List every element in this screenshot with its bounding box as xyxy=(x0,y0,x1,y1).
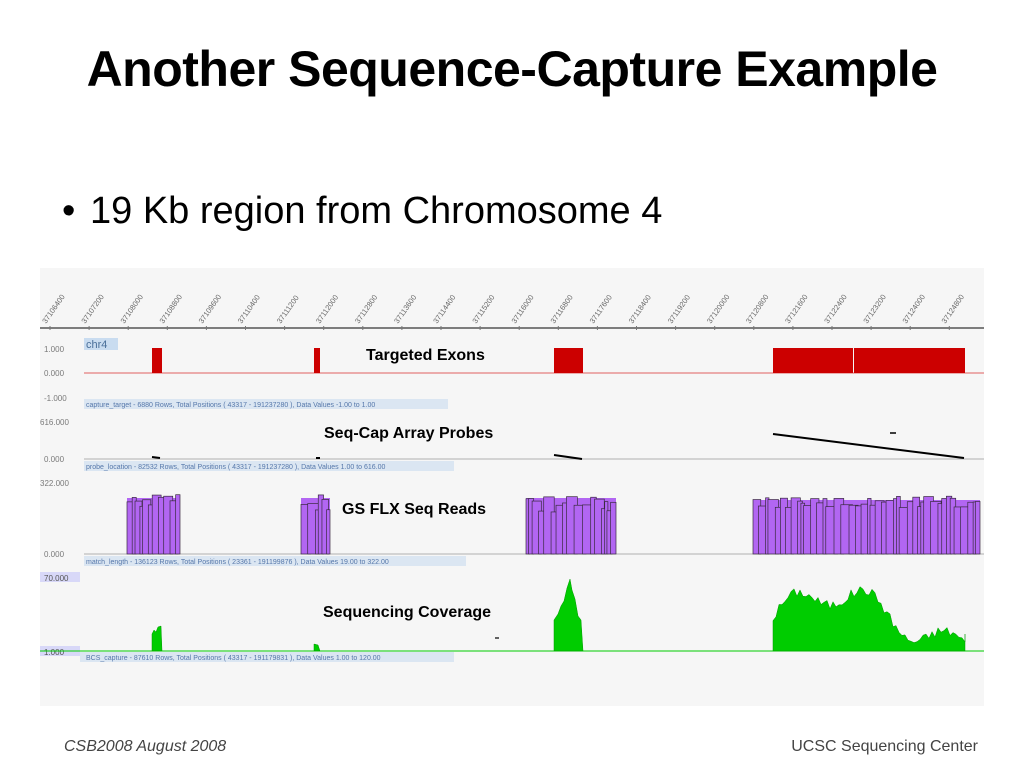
chrom-label: chr4 xyxy=(86,339,107,351)
ruler-tick-label: 37121600 xyxy=(783,293,810,326)
probe-mark xyxy=(553,454,583,460)
track-gs-flx-reads: 322.000 0.000 xyxy=(40,479,984,559)
track-label-probes: Seq-Cap Array Probes xyxy=(324,425,493,442)
ruler-tick-label: 37112800 xyxy=(353,293,379,325)
ruler-tick-label: 37110400 xyxy=(236,293,262,325)
bullet-dot-icon: • xyxy=(62,190,76,232)
coverage-info: BCS_capture - 87610 Rows, Total Position… xyxy=(86,655,381,662)
ruler-tick-label: 37118400 xyxy=(627,293,653,325)
exons-ybottom: -1.000 xyxy=(44,394,67,403)
track-targeted-exons: chr4 1.000 0.000 -1.000 Targeted Exons c… xyxy=(44,338,984,409)
info-bar-bg xyxy=(80,652,454,662)
ruler-tick-label: 37109600 xyxy=(197,293,224,326)
slide-title: Another Sequence-Capture Example xyxy=(86,41,938,97)
exon-block xyxy=(773,348,853,373)
track-label-coverage: Sequencing Coverage xyxy=(323,604,491,621)
probes-info: probe_location - 82532 Rows, Total Posit… xyxy=(86,464,385,471)
probe-mark xyxy=(772,433,965,459)
ruler-tick-label: 37120800 xyxy=(744,293,771,326)
probe-mark xyxy=(151,456,161,459)
coverage-peak xyxy=(151,625,163,652)
coverage-ytop-bg xyxy=(40,572,80,582)
probes-ytop: 616.000 xyxy=(40,418,69,427)
ruler-tick-label: 37106400 xyxy=(40,293,67,326)
genome-tracks-figure: 37106400 37107200 37108000 37108800 37109600… xyxy=(40,293,984,662)
ruler-tick-label: 37111200 xyxy=(275,294,301,326)
ruler-tick-label: 37120000 xyxy=(705,293,732,326)
track-seqcap-probes: 616.000 0.000 Seq-Cap Array Probes probe… xyxy=(40,418,984,471)
reads-ybottom: 0.000 xyxy=(44,550,65,559)
exon-block xyxy=(854,348,965,373)
genome-browser-screenshot: 37106400 37107200 37108000 37108800 37109600… xyxy=(40,268,984,706)
ruler-tick-label: 37113600 xyxy=(392,293,418,325)
coverage-peak xyxy=(313,643,321,652)
bullet-text: 19 Kb region from Chromosome 4 xyxy=(90,190,663,232)
ruler-tick-label: 37108000 xyxy=(118,293,145,326)
reads-ytop: 322.000 xyxy=(40,479,69,488)
ruler-tick-label: 37116000 xyxy=(509,293,535,325)
ruler-tick-label: 37124800 xyxy=(940,293,967,326)
reads-label-group: GS FLX Seq Reads match_length - 136123 R… xyxy=(84,501,486,566)
coverage-peak xyxy=(772,586,966,652)
ruler-tick-label: 37122400 xyxy=(822,293,849,326)
reads-info: match_length - 136123 Rows, Total Positi… xyxy=(86,559,389,566)
position-ruler: 37106400 37107200 37108000 37108800 37109600… xyxy=(40,293,984,330)
probes-ybottom: 0.000 xyxy=(44,455,65,464)
track-label-exons: Targeted Exons xyxy=(366,347,485,364)
bullet-item: • 19 Kb region from Chromosome 4 xyxy=(62,190,662,233)
track-sequencing-coverage: 70.000 1.000 xyxy=(40,572,984,657)
info-bar-bg xyxy=(84,399,448,409)
chrom-label-bg xyxy=(84,338,118,350)
ruler-tick-label: 37115200 xyxy=(470,293,496,325)
ruler-tick-label: 37114400 xyxy=(431,293,457,325)
info-bar-bg xyxy=(84,461,454,471)
exon-block xyxy=(152,348,162,373)
footer-conference: CSB2008 August 2008 xyxy=(64,738,227,755)
ruler-tick-label: 37117600 xyxy=(588,293,614,325)
ruler-tick-label: 37123200 xyxy=(861,293,888,326)
exons-ymid: 0.000 xyxy=(44,369,65,378)
read-bar xyxy=(974,501,981,555)
coverage-peak xyxy=(553,578,584,652)
track-label-reads: GS FLX Seq Reads xyxy=(342,501,486,518)
ruler-tick-label: 37112000 xyxy=(314,293,340,325)
exons-ytop: 1.000 xyxy=(44,345,65,354)
exon-block xyxy=(554,348,583,373)
ruler-tick-label: 37124000 xyxy=(900,293,927,326)
read-bar xyxy=(610,501,617,555)
ruler-tick-label: 37116800 xyxy=(549,293,575,325)
exon-block xyxy=(314,348,320,373)
coverage-label-group: Sequencing Coverage BCS_capture - 87610 … xyxy=(80,604,491,662)
coverage-ybottom: 1.000 xyxy=(44,648,65,657)
footer-org: UCSC Sequencing Center xyxy=(791,738,978,755)
read-bar xyxy=(326,509,331,555)
ruler-tick-label: 37119200 xyxy=(666,293,692,325)
ruler-tick-label: 37107200 xyxy=(79,293,106,326)
coverage-ytop: 70.000 xyxy=(44,574,69,583)
read-bar xyxy=(175,494,181,555)
info-bar-bg xyxy=(84,556,466,566)
ruler-tick-label: 37108800 xyxy=(158,293,185,326)
exons-info: capture_target - 6880 Rows, Total Positi… xyxy=(86,402,375,409)
